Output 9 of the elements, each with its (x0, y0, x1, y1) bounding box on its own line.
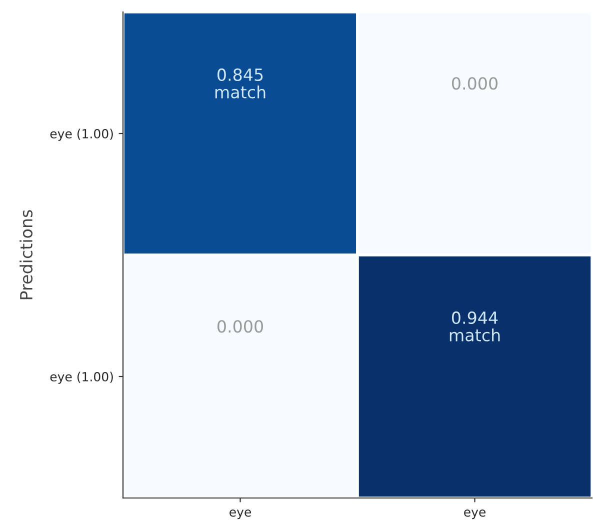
data-label: 0.000 (452, 77, 498, 90)
y-axis-title: Predictions (20, 210, 33, 300)
x-tick-label: eye (230, 510, 251, 520)
y-tick-label: eye (1.00) (50, 372, 113, 384)
data-label: 0.944 match (450, 311, 500, 342)
data-label: 0.845 match (215, 68, 266, 98)
data-label: 0.000 (217, 320, 263, 333)
y-tick-label: eye (1.00) (50, 128, 113, 141)
x-tick-label: eye (464, 510, 486, 520)
